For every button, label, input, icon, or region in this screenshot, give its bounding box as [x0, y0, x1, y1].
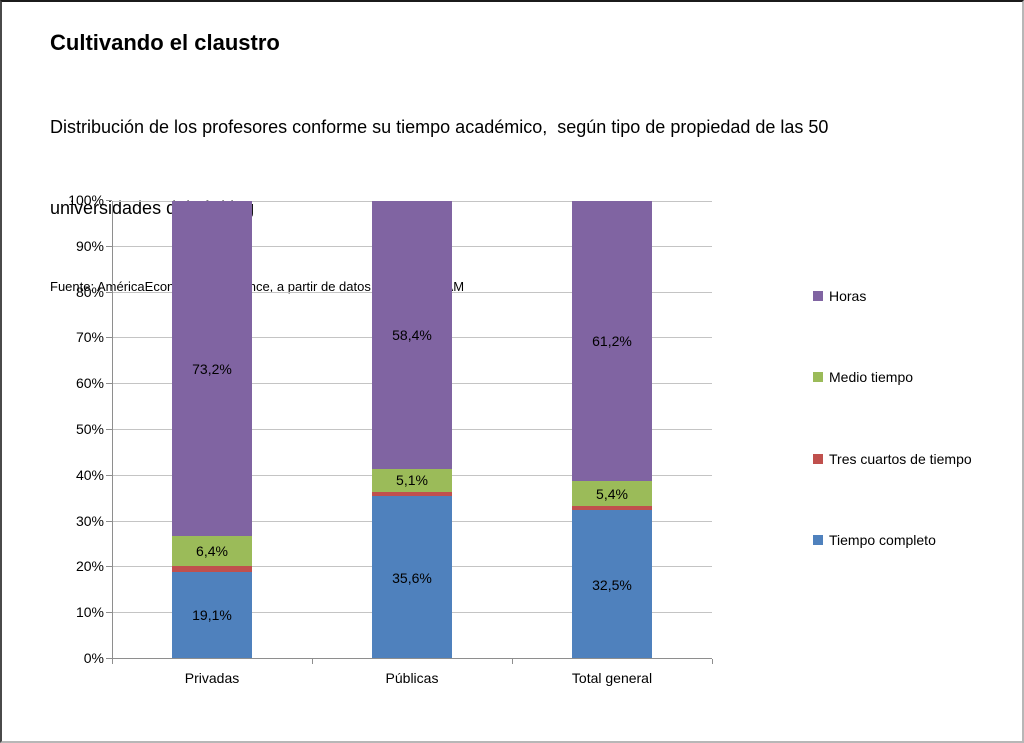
y-axis-label-70%: 70%	[75, 329, 104, 345]
bar-Públicas: 58,4% 5,1% 35,6%	[372, 201, 452, 659]
chart-source-note: Fuente: AméricaEconomía Inteligence, a p…	[50, 279, 465, 294]
legend-swatch-Medio tiempo	[813, 372, 823, 382]
legend-label-Medio tiempo: Medio tiempo	[829, 369, 914, 385]
legend-label-Tres cuartos de tiempo: Tres cuartos de tiempo	[829, 451, 972, 467]
y-axis-tick-20%	[106, 566, 112, 567]
y-axis-label-80%: 80%	[75, 284, 104, 300]
plot-area: 73,2% 6,4% 19,1% 58,4% 5,1% 35,6% 61,2% 5,4% 32,…	[112, 200, 712, 659]
x-axis-label-Públicas: Públicas	[385, 670, 439, 686]
bar-label-Privadas-Tiempo completo: 19,1%	[192, 607, 232, 624]
bar-label-Públicas-Medio tiempo: 5,1%	[396, 472, 428, 489]
bar-segment-Públicas-Horas: 58,4%	[372, 201, 452, 469]
x-axis-label-Privadas: Privadas	[184, 670, 240, 686]
legend-item-Tiempo completo: Tiempo completo	[813, 532, 936, 548]
y-axis-label-20%: 20%	[75, 558, 104, 574]
bar-segment-Total general-Medio tiempo: 5,4%	[572, 481, 652, 507]
chart-title: Cultivando el claustro	[50, 30, 280, 55]
bar-Privadas: 73,2% 6,4% 19,1%	[172, 200, 252, 659]
chart-subtitle: Distribución de los profesores conforme …	[50, 60, 980, 276]
y-axis-label-50%: 50%	[75, 421, 104, 437]
y-axis-tick-30%	[106, 521, 112, 522]
bar-segment-Públicas-Tres cuartos de tiempo	[372, 491, 452, 496]
chart-subtitle-line-1: Distribución de los profesores conforme …	[50, 117, 829, 137]
legend-label-Horas: Horas	[829, 288, 867, 304]
chart-header: Cultivando el claustro Distribución de l…	[50, 29, 980, 295]
bar-segment-Públicas-Medio tiempo: 5,1%	[372, 468, 452, 492]
x-axis-tick-2	[512, 659, 513, 664]
x-axis-tick-3	[712, 659, 713, 664]
x-axis-label-Total general: Total general	[571, 670, 653, 686]
bar-label-Públicas-Tiempo completo: 35,6%	[392, 569, 432, 586]
legend-item-Tres cuartos de tiempo: Tres cuartos de tiempo	[813, 451, 972, 467]
y-axis-tick-0%	[106, 658, 112, 659]
y-axis-label-60%: 60%	[75, 375, 104, 391]
legend-item-Medio tiempo: Medio tiempo	[813, 369, 913, 385]
bar-Total general: 61,2% 5,4% 32,5%	[572, 201, 652, 659]
legend-swatch-Tres cuartos de tiempo	[813, 454, 823, 464]
y-axis-label-100%: 100%	[68, 192, 104, 208]
bar-segment-Privadas-Tres cuartos de tiempo	[172, 565, 252, 572]
legend-swatch-Horas	[813, 291, 823, 301]
y-axis-tick-60%	[106, 383, 112, 384]
bar-label-Públicas-Horas: 58,4%	[392, 326, 432, 343]
bar-segment-Privadas-Tiempo completo: 19,1%	[172, 571, 252, 659]
legend-swatch-Tiempo completo	[813, 535, 823, 545]
y-axis-label-30%: 30%	[75, 513, 104, 529]
legend-item-Horas: Horas	[813, 288, 866, 304]
bar-label-Total general-Horas: 61,2%	[592, 333, 632, 350]
y-axis-tick-70%	[106, 337, 112, 338]
y-axis-tick-10%	[106, 612, 112, 613]
y-axis-label-90%: 90%	[75, 238, 104, 254]
y-axis-tick-40%	[106, 475, 112, 476]
y-axis-tick-50%	[106, 429, 112, 430]
bar-label-Privadas-Horas: 73,2%	[192, 360, 232, 377]
bar-segment-Públicas-Tiempo completo: 35,6%	[372, 496, 452, 659]
y-axis-label-40%: 40%	[75, 467, 104, 483]
y-axis-label-10%: 10%	[75, 604, 104, 620]
bar-segment-Privadas-Medio tiempo: 6,4%	[172, 536, 252, 566]
x-axis-tick-0	[112, 659, 113, 664]
x-axis-tick-1	[312, 659, 313, 664]
bar-label-Total general-Medio tiempo: 5,4%	[596, 485, 628, 502]
y-axis-line	[112, 201, 113, 659]
y-axis-tick-100%	[106, 200, 112, 201]
x-axis-line	[112, 658, 712, 659]
bar-label-Privadas-Medio tiempo: 6,4%	[196, 542, 228, 559]
bar-segment-Privadas-Horas: 73,2%	[172, 200, 252, 537]
bar-label-Total general-Tiempo completo: 32,5%	[592, 576, 632, 593]
y-axis-label-0%: 0%	[83, 650, 104, 666]
bar-segment-Total general-Tiempo completo: 32,5%	[572, 510, 652, 659]
y-axis-tick-80%	[106, 292, 112, 293]
bar-segment-Total general-Horas: 61,2%	[572, 201, 652, 482]
legend-label-Tiempo completo: Tiempo completo	[829, 532, 936, 548]
y-axis-tick-90%	[106, 246, 112, 247]
bar-segment-Total general-Tres cuartos de tiempo	[572, 506, 652, 511]
